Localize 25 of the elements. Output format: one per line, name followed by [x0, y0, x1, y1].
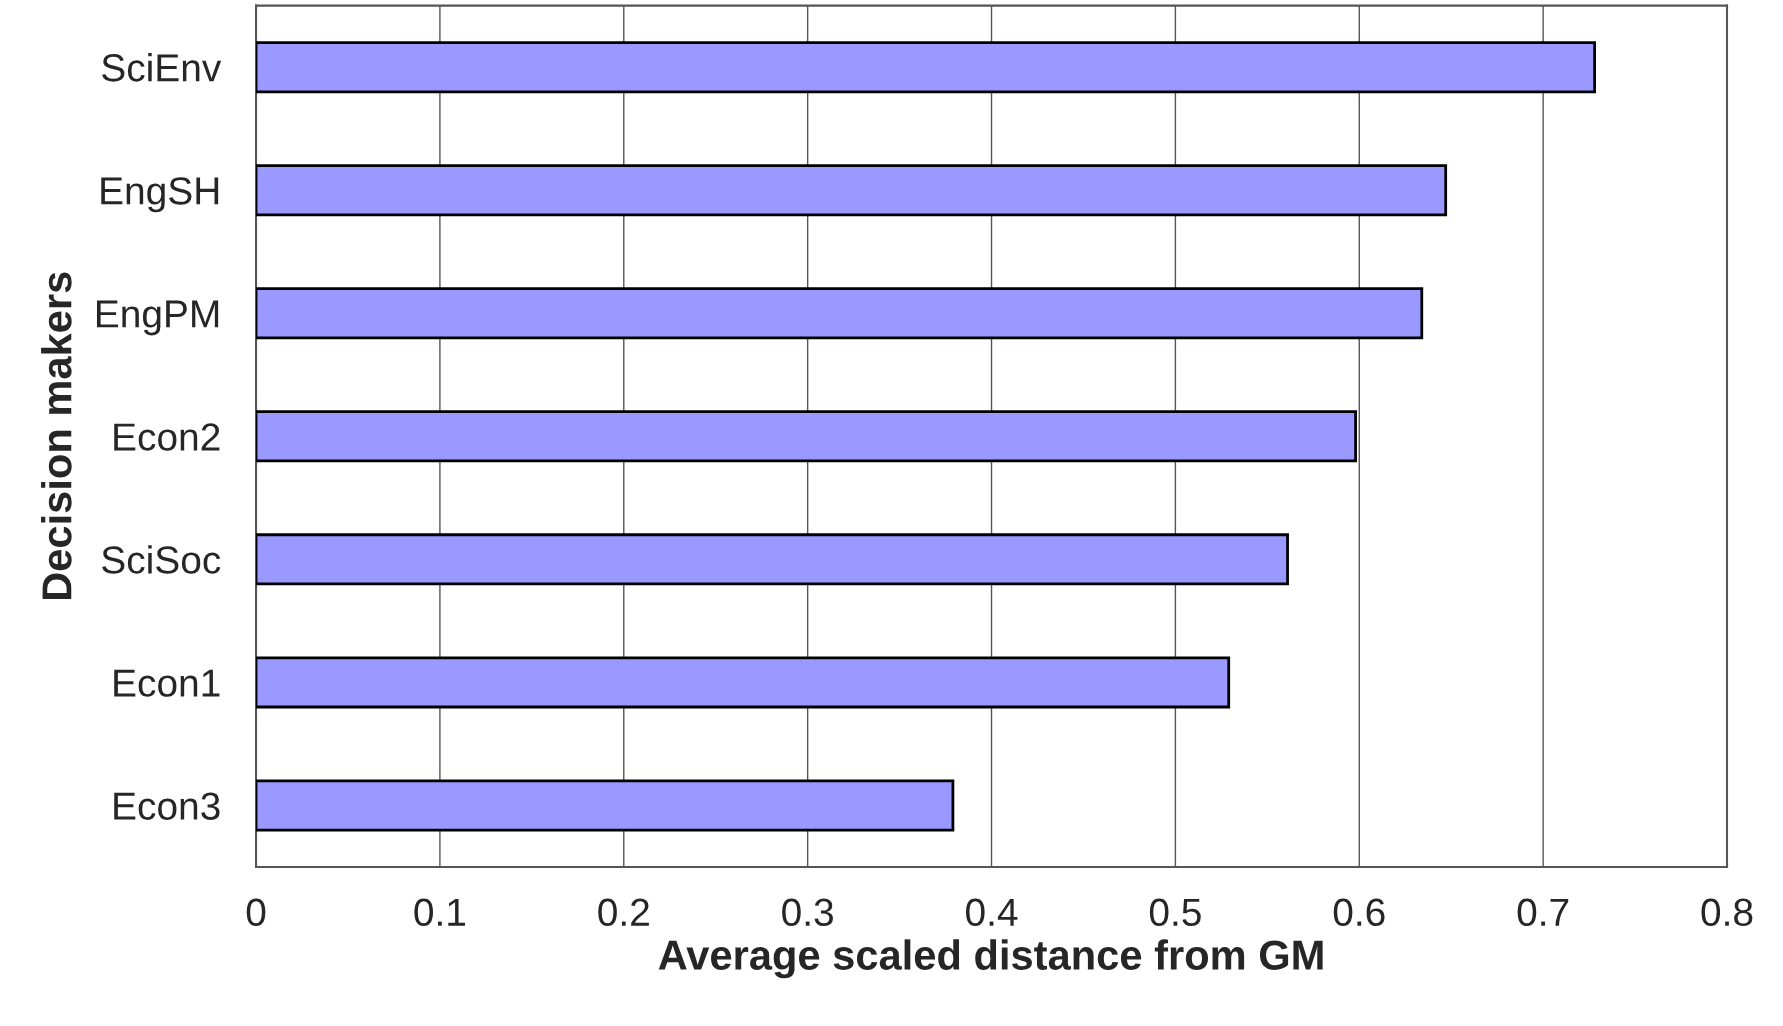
x-tick-label: 0.5: [1149, 898, 1201, 927]
bar: [256, 410, 1357, 463]
bar: [256, 41, 1597, 94]
y-axis-title: Decision makers: [41, 272, 72, 600]
y-tick-label: EngPM: [96, 300, 219, 336]
x-tick-label: 0.1: [414, 898, 466, 927]
y-tick-label: Econ3: [114, 792, 220, 820]
y-tick-label: SciEnv: [102, 53, 222, 82]
x-tick-label: 0.4: [966, 898, 1018, 927]
y-tick-label: Econ1: [114, 669, 220, 697]
bar: [256, 656, 1231, 709]
bar: [256, 533, 1289, 586]
x-tick-label: 0.3: [782, 898, 833, 927]
bar: [256, 287, 1424, 340]
x-tick-label: 0.6: [1333, 898, 1385, 927]
x-tick-label: 0.8: [1701, 898, 1753, 927]
x-tick-label: 0.7: [1517, 898, 1569, 927]
x-axis-title: Average scaled distance from GM: [658, 939, 1323, 979]
x-tick-label: 0.2: [598, 898, 649, 927]
y-tick-label: EngSH: [101, 177, 219, 213]
x-tick-label: 0: [246, 898, 266, 927]
y-tick-label: Econ2: [114, 423, 220, 451]
y-tick-label: SciSoc: [102, 545, 221, 574]
bar: [256, 779, 955, 832]
bar: [256, 164, 1448, 217]
